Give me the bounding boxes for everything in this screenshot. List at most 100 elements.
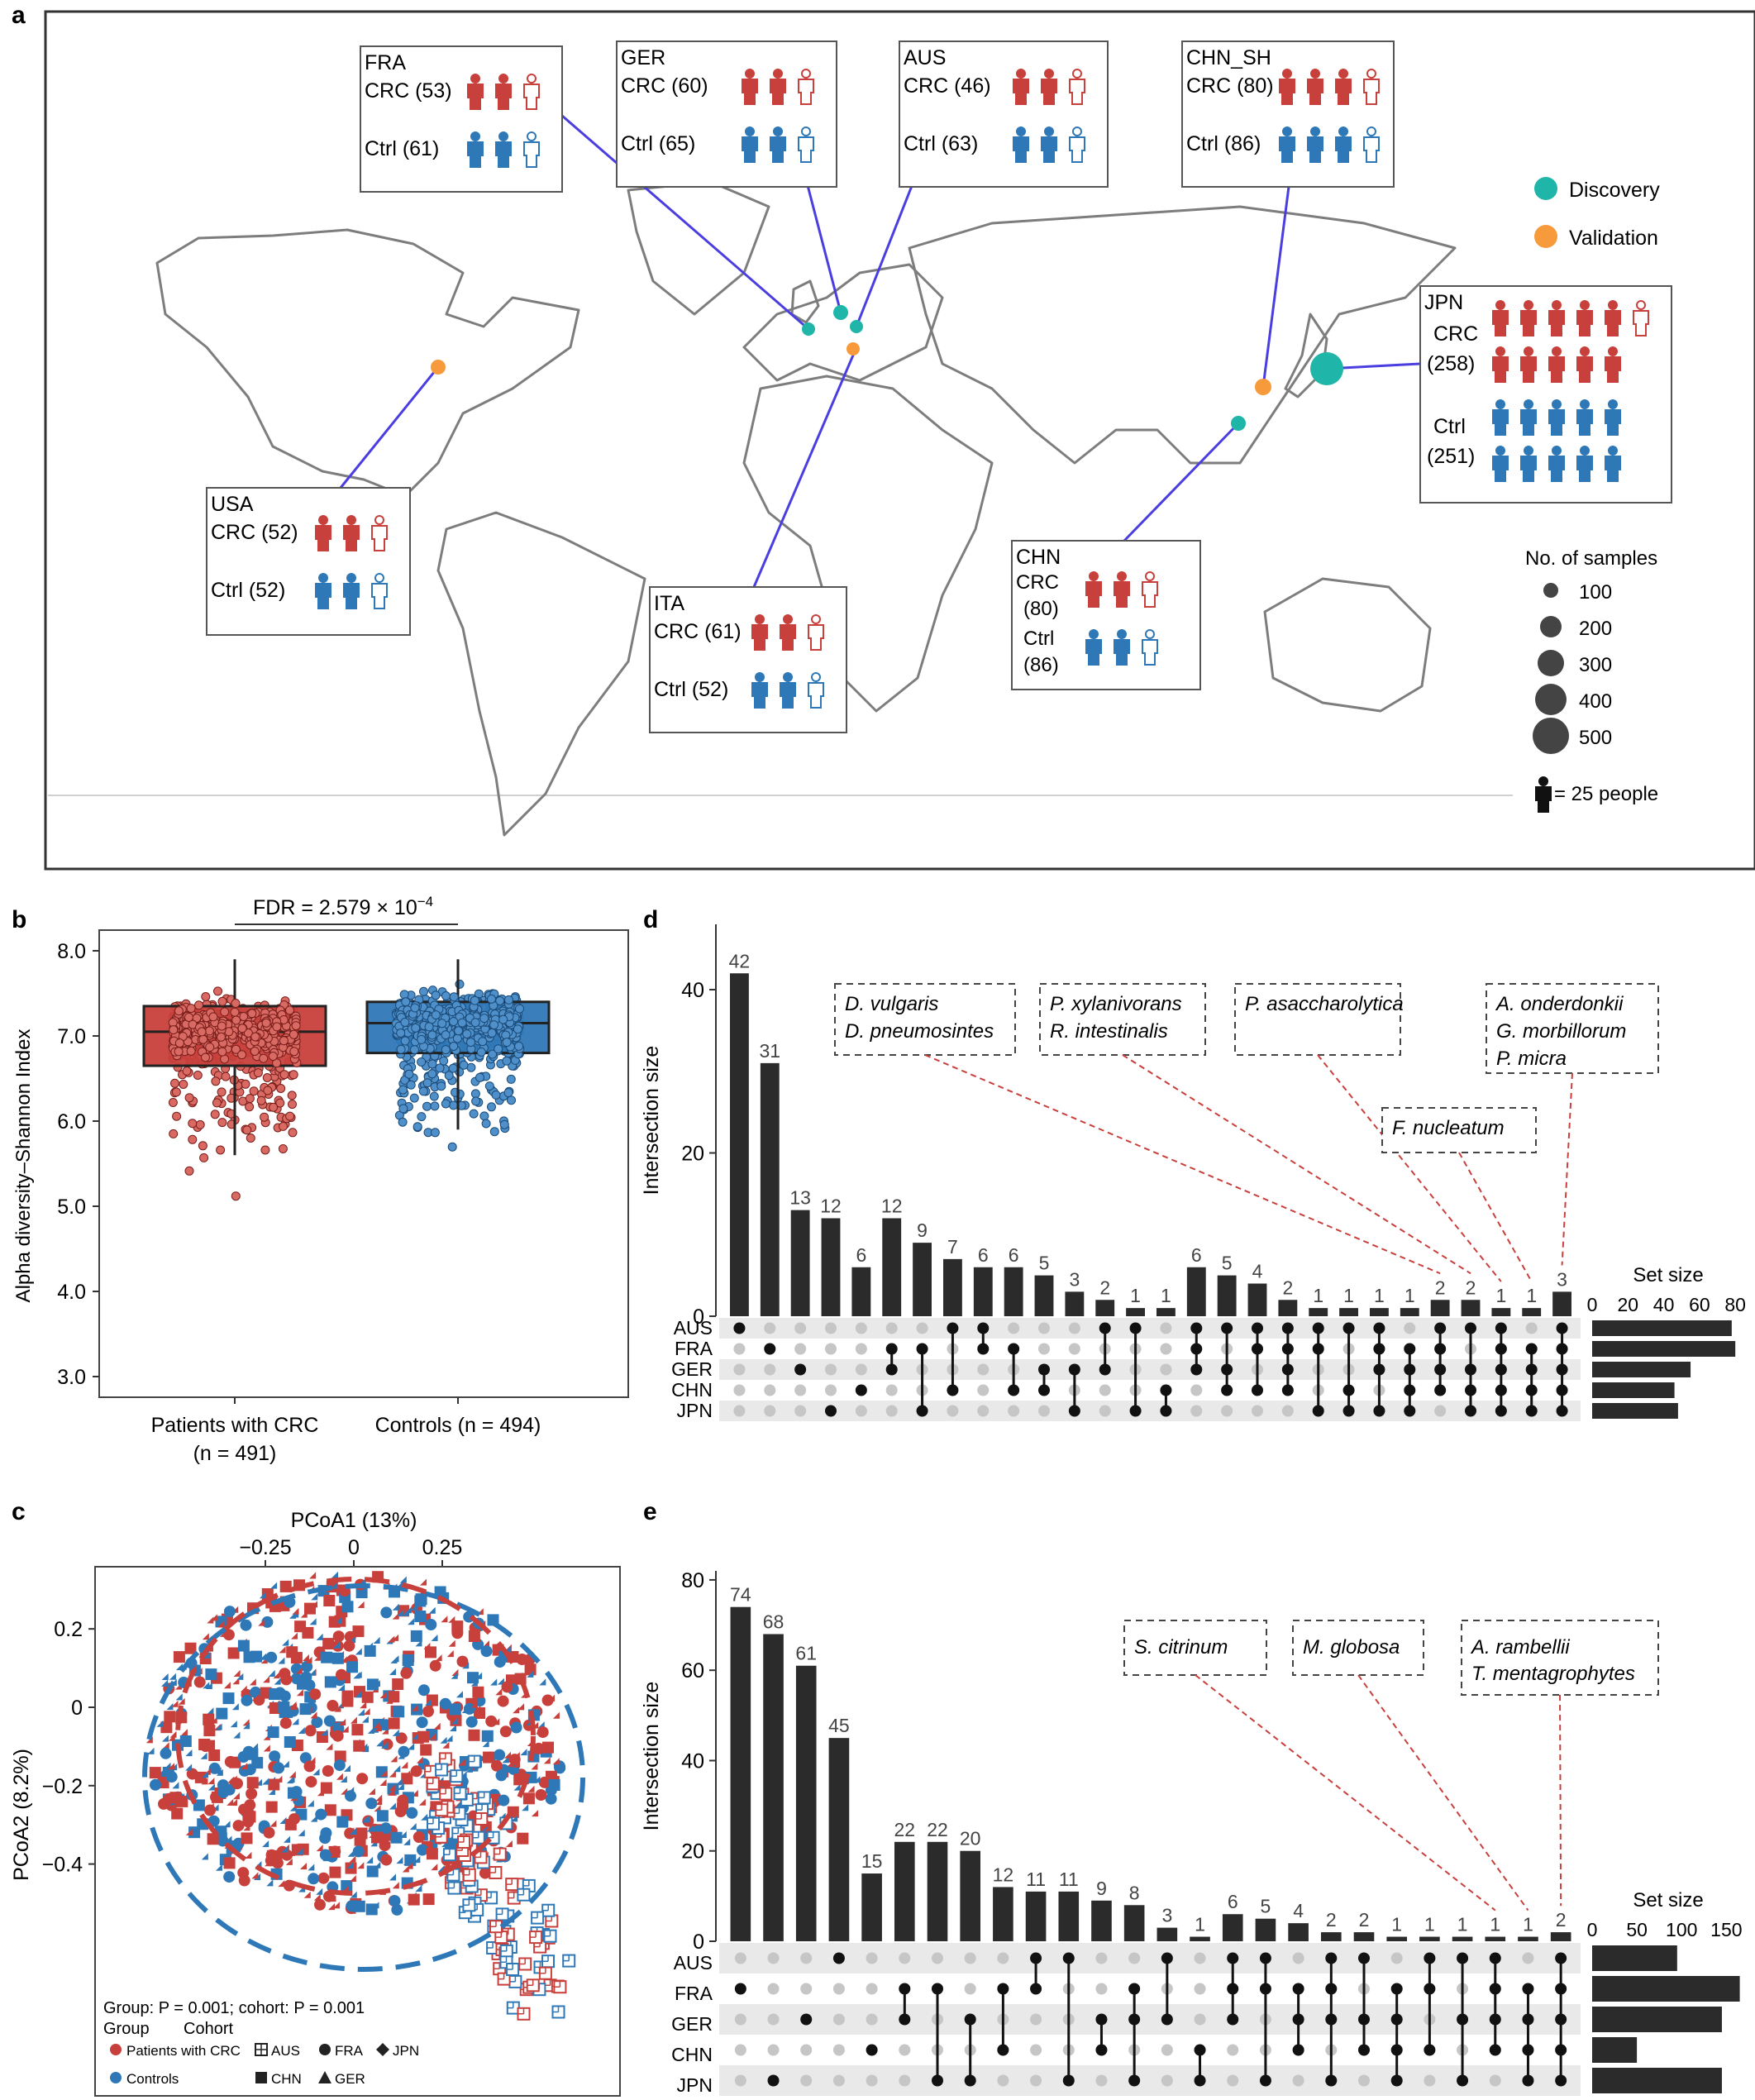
upset-ytick-label: 20 — [681, 1143, 704, 1166]
b-point-top — [452, 1033, 462, 1043]
intersection-bar — [828, 1738, 850, 1941]
intersection-bar — [790, 1210, 810, 1316]
b-point-top — [217, 1032, 226, 1042]
person-body — [495, 141, 512, 168]
pcoa-point — [413, 1831, 425, 1843]
person-head — [374, 515, 384, 525]
pcoa-point — [208, 1749, 221, 1761]
intersection-bar — [1034, 1275, 1054, 1316]
b-point — [422, 1078, 432, 1088]
pcoa-point — [416, 1716, 428, 1729]
b-point — [217, 1118, 227, 1128]
size-legend-value-400: 400 — [1579, 690, 1612, 713]
pcoa-point — [414, 1611, 427, 1622]
crc-person-icon — [1548, 300, 1565, 336]
b-point-top — [431, 1010, 441, 1020]
size-legend-dot-200 — [1540, 616, 1562, 637]
pcoa-point — [287, 1787, 299, 1799]
person-body — [1013, 79, 1029, 105]
person-body — [1492, 456, 1509, 482]
intersection-bar — [913, 1243, 932, 1316]
set-size-tick-label: 50 — [1626, 1919, 1648, 1940]
pcoa-stats: Group: P = 0.001; cohort: P = 0.001 — [103, 1999, 365, 2017]
cohort-ctrl-count: (251) — [1427, 445, 1475, 468]
matrix-set-label-jpn: JPN — [677, 2074, 713, 2096]
pcoa-point — [268, 1778, 280, 1791]
b-point-top — [198, 1034, 208, 1044]
intersection-bar — [1156, 1308, 1176, 1316]
crc-person-icon — [770, 69, 786, 105]
panel-label-d: d — [643, 906, 658, 933]
b-point-top — [231, 1044, 241, 1054]
panel-a-frame — [44, 10, 1755, 871]
pcoa-point — [506, 1963, 520, 1976]
matrix-dot-inactive — [767, 1952, 780, 1964]
intersection-bar-label: 12 — [820, 1196, 842, 1217]
size-legend-dot-500 — [1533, 718, 1569, 754]
matrix-row-shade — [719, 2004, 1581, 2035]
matrix-row-shade — [719, 1401, 1581, 1421]
person-head — [1072, 126, 1082, 136]
cohort-box-jpn: JPN CRC (258) Ctrl (251) — [1419, 285, 1672, 504]
pcoa-point — [450, 1769, 464, 1783]
annotation-taxon: A. onderdonkii — [1495, 993, 1624, 1015]
legend-crc-label: Patients with CRC — [126, 2043, 241, 2059]
b-point-top — [205, 1043, 215, 1052]
pcoa-point — [149, 1767, 161, 1779]
pcoa-point — [505, 1878, 519, 1892]
person-head — [374, 573, 384, 583]
person-head — [1089, 571, 1099, 581]
annotation-taxon: M. globosa — [1303, 1636, 1400, 1659]
ctrl-person-icon — [1114, 629, 1130, 666]
person-body — [523, 84, 540, 110]
matrix-dot-inactive — [1358, 2074, 1370, 2087]
cohort-name: AUS — [904, 46, 946, 69]
b-point — [507, 1095, 516, 1105]
b-xlabel-crc: Patients with CRC — [151, 1414, 319, 1437]
b-point — [260, 1145, 270, 1155]
ctrl-person-icon — [495, 131, 512, 168]
matrix-dot-inactive — [734, 2074, 746, 2087]
b-point-top — [194, 1000, 203, 1010]
intersection-bar-label: 9 — [1096, 1878, 1107, 1899]
person-head — [346, 573, 356, 583]
b-point — [404, 1069, 414, 1079]
intersection-bar-label: 1 — [1404, 1285, 1415, 1306]
pcoa-point — [468, 1729, 480, 1741]
b-point — [241, 1079, 250, 1089]
matrix-dot-inactive — [997, 2074, 1009, 2087]
pcoa-point — [329, 1866, 341, 1878]
matrix-row-shade — [719, 1318, 1581, 1339]
pcoa-point — [551, 2005, 565, 2019]
intersection-bar-label: 2 — [1556, 1909, 1567, 1931]
b-point — [441, 1099, 451, 1109]
pcoa-point — [232, 1820, 245, 1832]
ctrl-person-icon — [1085, 629, 1102, 666]
pcoa-point — [237, 1639, 250, 1652]
pcoa-point — [303, 1760, 316, 1773]
cohort-legend-label: GER — [335, 2071, 365, 2087]
b-point — [263, 1086, 273, 1095]
matrix-dot-inactive — [1489, 2074, 1501, 2087]
pcoa-point — [331, 1730, 344, 1742]
set-size-bar-fra — [1592, 1341, 1736, 1357]
b-point-top — [186, 1046, 196, 1056]
b-ytick-label: 5.0 — [57, 1196, 86, 1219]
person-body — [1605, 456, 1621, 482]
matrix-dot-inactive — [1161, 2044, 1173, 2056]
set-size-tick-label: 150 — [1710, 1919, 1742, 1940]
cohort-crc-count: (80) — [1023, 598, 1059, 620]
pcoa-ylabel: PCoA2 (8.2%) — [10, 1749, 33, 1881]
pcoa-point — [279, 1580, 292, 1592]
person-head — [470, 74, 480, 84]
pcoa-point — [501, 1681, 513, 1693]
matrix-dot-inactive — [800, 2044, 813, 2056]
b-point-top — [396, 1044, 406, 1054]
b-point — [262, 1073, 272, 1082]
b-point-top — [478, 1037, 488, 1047]
intersection-bar-label: 42 — [729, 950, 751, 971]
intersection-bar — [1321, 1932, 1342, 1941]
pcoa-point — [227, 1647, 240, 1659]
person-head — [1117, 629, 1127, 639]
b-point-top — [400, 1018, 410, 1027]
